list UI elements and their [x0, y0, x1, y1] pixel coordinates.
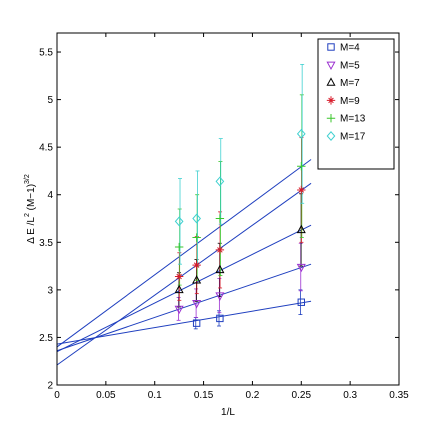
legend-label-m5: M=5 — [340, 60, 360, 71]
data-point-m4 — [192, 319, 201, 327]
x-tick-label: 0.05 — [96, 390, 116, 401]
x-tick-label: 0.2 — [245, 390, 259, 401]
data-point-m7 — [215, 264, 225, 274]
x-tick-label: 0 — [54, 390, 60, 401]
y-tick-label: 2.5 — [39, 333, 53, 344]
y-axis-title: Δ E /L2 (M−1)3/2 — [24, 174, 37, 244]
legend: M=4 M=5 M=7 M=9 M=13 M=17 — [317, 38, 395, 170]
data-point-m9 — [297, 185, 306, 195]
y-tick-label: 2 — [47, 381, 53, 392]
data-point-m7-shape — [192, 275, 202, 284]
data-point-m7 — [296, 224, 306, 234]
legend-marker-m9-shape — [326, 96, 336, 105]
legend-marker-m17 — [326, 131, 336, 141]
legend-marker-m5 — [326, 61, 336, 71]
legend-marker-m4-shape — [327, 43, 335, 51]
legend-marker-m7-shape — [326, 77, 336, 86]
legend-label-m4: M=4 — [340, 43, 360, 54]
data-point-m7-shape — [174, 284, 184, 294]
data-point-m4-shape — [192, 319, 201, 327]
y-tick-label: 4.5 — [39, 143, 53, 154]
legend-marker-m13 — [326, 114, 336, 123]
data-point-m17-shape — [215, 176, 225, 187]
fit-line-4 — [56, 182, 312, 366]
data-point-m17-shape — [192, 213, 202, 224]
plot-area — [56, 63, 312, 366]
legend-marker-m5-shape — [326, 61, 336, 71]
data-point-m9 — [192, 260, 201, 270]
data-point-m13-shape — [297, 161, 306, 171]
data-point-m9 — [215, 245, 225, 255]
data-point-m4-shape — [297, 298, 305, 306]
data-point-m5-shape — [192, 299, 202, 309]
fit-line-2 — [56, 263, 312, 352]
legend-label-m13: M=13 — [340, 114, 366, 125]
x-tick-label: 0.25 — [292, 390, 312, 401]
y-tick-label: 3 — [47, 285, 53, 296]
legend-marker-m13-shape — [326, 114, 336, 123]
data-point-m5 — [192, 299, 202, 309]
y-tick-label: 3.5 — [39, 238, 53, 249]
y-tick-label: 4 — [47, 190, 53, 201]
data-point-m9-shape — [297, 185, 306, 195]
data-point-m4 — [216, 314, 224, 323]
data-point-m7-shape — [296, 224, 306, 234]
data-point-m7 — [192, 275, 202, 284]
legend-label-m7: M=7 — [340, 78, 360, 89]
data-point-m9-shape — [215, 245, 225, 255]
data-point-m13-shape — [215, 214, 225, 223]
axes-frame — [56, 32, 400, 386]
data-point-m13 — [174, 242, 184, 252]
data-point-m9 — [174, 272, 184, 281]
fit-line-3 — [56, 224, 312, 353]
legend-marker-m4 — [327, 43, 335, 51]
x-axis-title: 1/L — [221, 407, 235, 418]
data-point-m5-shape — [215, 292, 225, 301]
y-axis: 2 2.5 3 3.5 4 4.5 5 5.5 — [39, 48, 399, 392]
data-point-m17-shape — [296, 128, 306, 139]
data-point-m13-shape — [174, 242, 184, 252]
data-point-m4 — [297, 298, 305, 306]
data-point-m5 — [296, 263, 306, 273]
legend-marker-m9 — [326, 96, 336, 105]
y-tick-label: 5.5 — [39, 48, 53, 59]
fit-line-1 — [56, 300, 312, 345]
data-point-m13-shape — [192, 233, 201, 242]
data-point-m5 — [215, 292, 225, 301]
data-point-m5-shape — [174, 305, 184, 315]
x-tick-label: 0.35 — [389, 390, 409, 401]
legend-label-m17: M=17 — [340, 132, 366, 143]
x-tick-label: 0.1 — [148, 390, 162, 401]
data-point-m4-shape — [216, 314, 224, 323]
fit-line-5 — [56, 159, 312, 348]
data-point-m7-shape — [215, 264, 225, 274]
x-tick-label: 0.3 — [343, 390, 357, 401]
data-point-m17 — [174, 216, 184, 227]
data-point-m17 — [215, 176, 225, 187]
x-tick-label: 0.15 — [194, 390, 214, 401]
legend-marker-m17-shape — [326, 131, 336, 141]
data-point-m9-shape — [174, 272, 184, 281]
data-point-m13 — [192, 233, 201, 242]
data-point-m5 — [174, 305, 184, 315]
data-point-m17 — [192, 213, 202, 224]
legend-label-m9: M=9 — [340, 96, 360, 107]
data-point-m5-shape — [296, 263, 306, 273]
y-tick-label: 5 — [47, 95, 53, 106]
legend-marker-m7 — [326, 77, 336, 86]
data-point-m9-shape — [192, 260, 201, 270]
data-point-m7 — [174, 284, 184, 294]
data-point-m13 — [297, 161, 306, 171]
data-point-m13 — [215, 214, 225, 223]
data-point-m17 — [296, 128, 306, 139]
data-point-m17-shape — [174, 216, 184, 227]
x-axis: 0 0.05 0.1 0.15 0.2 0.25 0.3 0.35 — [54, 33, 409, 401]
